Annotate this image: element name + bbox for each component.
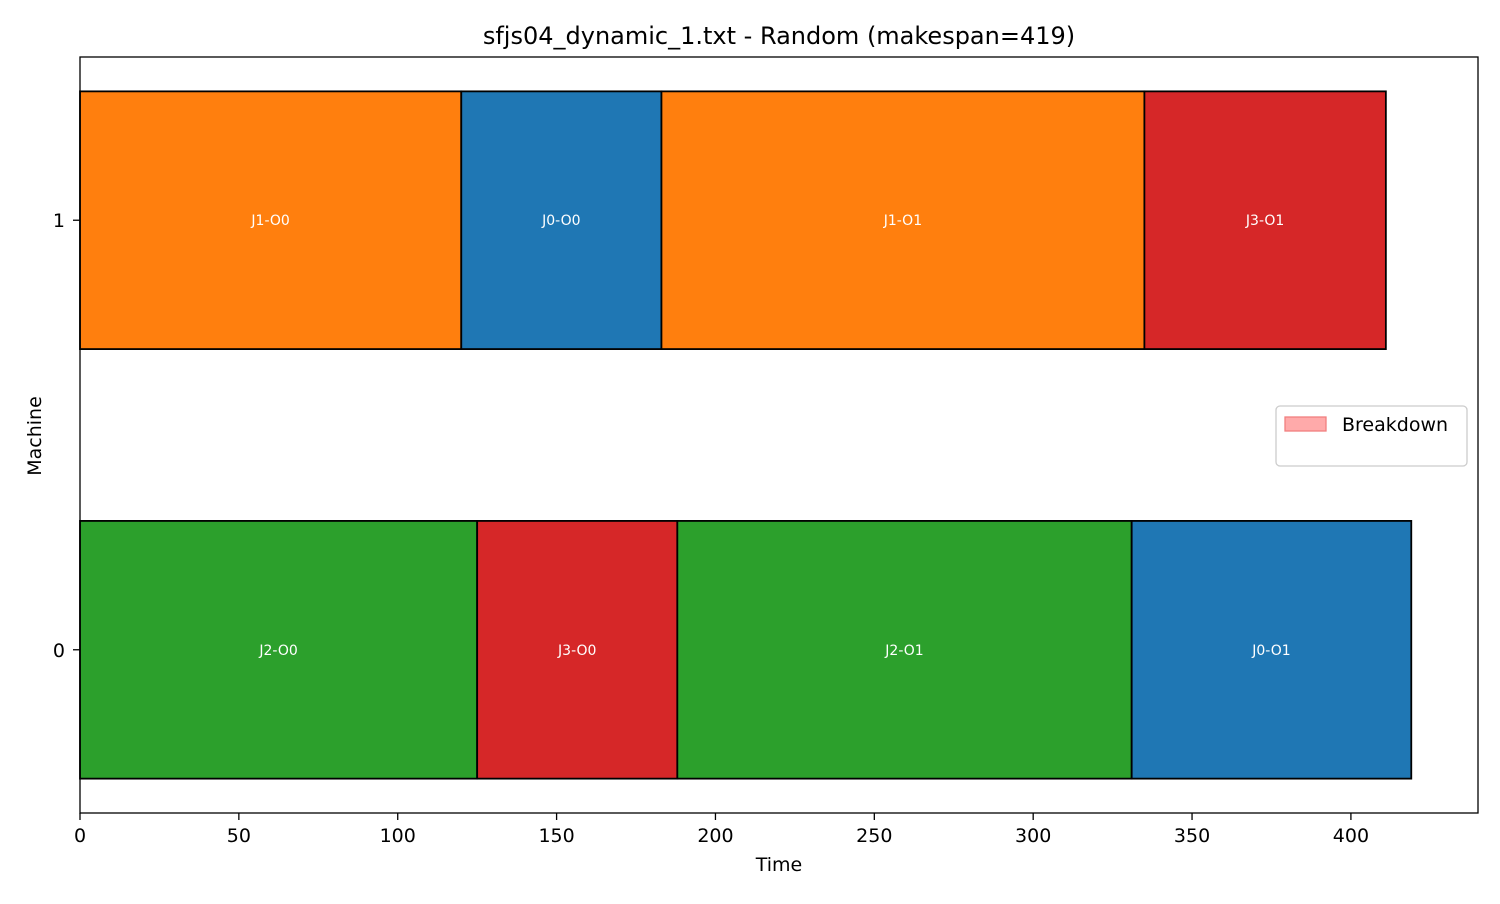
gantt-bar-label: J3-O1: [1245, 213, 1284, 229]
gantt-bar-j3-o0: [476, 520, 679, 780]
gantt-bar-j2-o1: [676, 520, 1133, 780]
x-tick-label: 250: [856, 825, 892, 847]
x-axis-label: Time: [755, 854, 803, 876]
legend: Breakdown: [1275, 405, 1468, 467]
gantt-bar-label: J2-O1: [884, 643, 923, 659]
gantt-bar-j0-o0: [460, 90, 663, 350]
legend-label: Breakdown: [1342, 414, 1448, 436]
legend-swatch-breakdown: [1284, 416, 1327, 432]
gantt-bar-label: J1-O1: [883, 213, 922, 229]
x-tick-label: 200: [697, 825, 733, 847]
gantt-bar-j1-o0: [79, 90, 463, 350]
y-axis-label: Machine: [24, 396, 46, 476]
chart-title: sfjs04_dynamic_1.txt - Random (makespan=…: [483, 22, 1075, 50]
x-tick-label: 300: [1015, 825, 1051, 847]
gantt-bar-label: J3-O0: [557, 643, 596, 659]
gantt-bar-label: J0-O1: [1251, 643, 1290, 659]
bars-layer: J1-O0 J0-O0 J1-O1 J3-O1 J2-O0 J3-O0 J2-O1 J0-O1: [79, 90, 1413, 780]
gantt-bar-j3-o1: [1143, 90, 1387, 350]
x-tick-label: 0: [74, 825, 86, 847]
gantt-bar-j2-o0: [79, 520, 479, 780]
gantt-bar-j0-o1: [1130, 520, 1413, 780]
y-tick-label: 1: [53, 210, 65, 232]
gantt-bar-label: J1-O0: [250, 213, 289, 229]
gantt-bar-label: J2-O0: [258, 643, 297, 659]
x-tick-label: 350: [1174, 825, 1210, 847]
gantt-bar-label: J0-O0: [541, 213, 580, 229]
x-tick-label: 400: [1333, 825, 1369, 847]
plot-frame: [79, 56, 1479, 814]
axes-layer: 0 50 100 150 200 250 300 350 400 0 1: [53, 56, 1479, 847]
x-tick-label: 150: [538, 825, 574, 847]
x-tick-label: 100: [380, 825, 416, 847]
y-tick-label: 0: [53, 640, 65, 662]
gantt-bar-j1-o1: [660, 90, 1146, 350]
x-tick-label: 50: [227, 825, 251, 847]
